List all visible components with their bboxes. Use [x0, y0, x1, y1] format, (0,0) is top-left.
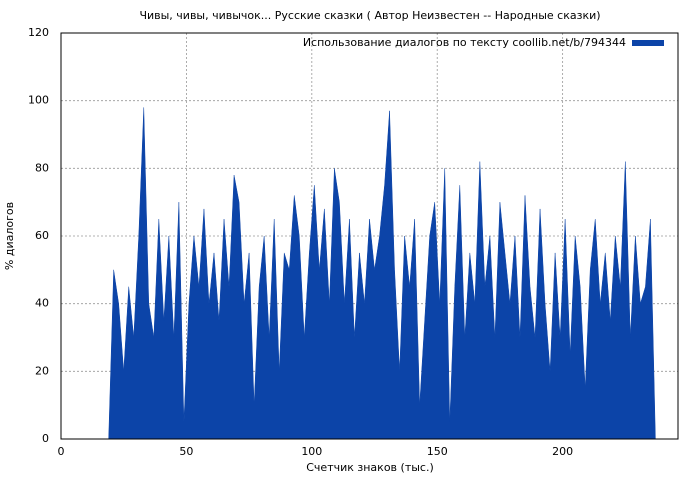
y-tick-label: 40 — [35, 297, 49, 310]
plot-frame — [60, 32, 679, 440]
y-tick-label: 20 — [35, 364, 49, 377]
x-axis-label: Счетчик знаков (тыс.) — [306, 461, 434, 474]
y-tick-label: 80 — [35, 161, 49, 174]
x-tick-label: 0 — [58, 445, 65, 458]
legend-label: Использование диалогов по тексту coollib… — [303, 36, 626, 49]
y-tick-label: 0 — [42, 432, 49, 445]
area — [108, 107, 656, 440]
chart-title: Чивы, чивы, чивычок... Русские сказки ( … — [139, 9, 600, 22]
x-tick-label: 50 — [179, 445, 193, 458]
y-tick-label: 100 — [28, 94, 49, 107]
x-tick-label: 150 — [427, 445, 448, 458]
y-tick-label: 60 — [35, 229, 49, 242]
x-tick-label: 100 — [301, 445, 322, 458]
y-axis-label: % диалогов — [3, 202, 16, 270]
x-tick-label: 200 — [552, 445, 573, 458]
legend-swatch — [632, 40, 664, 46]
y-tick-label: 120 — [28, 26, 49, 39]
